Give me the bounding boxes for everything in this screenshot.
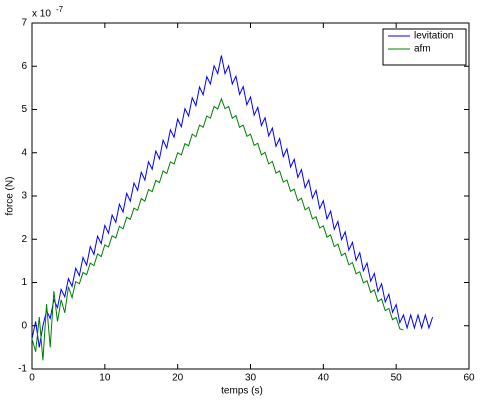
legend-label: afm [414, 44, 431, 55]
y-tick-label: 2 [21, 234, 27, 245]
y-multiplier: x 10 [32, 9, 51, 20]
legend-label: levitation [414, 31, 453, 42]
y-axis-label: force (N) [5, 177, 16, 216]
y-tick-label: 6 [21, 61, 27, 72]
x-tick-label: 50 [391, 373, 403, 384]
x-axis-label: temps (s) [221, 386, 263, 397]
y-tick-label: 5 [21, 104, 27, 115]
y-tick-label: 7 [21, 18, 27, 29]
x-tick-label: 0 [29, 373, 35, 384]
data-line [31, 97, 404, 361]
x-tick-label: 20 [172, 373, 184, 384]
y-tick-label: 4 [21, 147, 27, 158]
y-tick-label: 3 [21, 191, 27, 202]
data-line [31, 55, 434, 348]
y-tick-label: 0 [21, 320, 27, 331]
y-tick-label: -1 [18, 364, 27, 375]
y-tick-label: 1 [21, 277, 27, 288]
x-tick-label: 10 [99, 373, 111, 384]
y-multiplier-exponent: -7 [56, 5, 64, 14]
legend-box [382, 28, 467, 66]
plot-area [31, 22, 470, 370]
x-tick-label: 60 [463, 373, 475, 384]
x-tick-label: 30 [245, 373, 257, 384]
x-tick-label: 40 [318, 373, 330, 384]
